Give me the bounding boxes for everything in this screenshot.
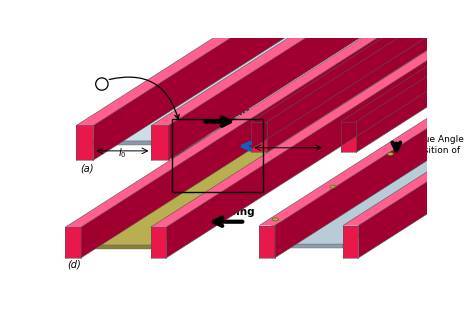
Bar (172, 119, 263, 192)
Polygon shape (358, 0, 474, 258)
Text: $l_0$: $l_0$ (118, 146, 127, 160)
Polygon shape (169, 0, 474, 160)
Text: $l_0(1+\varepsilon)$: $l_0(1+\varepsilon)$ (280, 144, 319, 158)
Ellipse shape (330, 185, 336, 188)
Polygon shape (445, 121, 455, 146)
Text: Clamp: Clamp (0, 313, 1, 314)
Polygon shape (93, 0, 474, 141)
Polygon shape (251, 0, 474, 122)
Polygon shape (443, 120, 449, 146)
Text: (a): (a) (80, 164, 94, 174)
Polygon shape (151, 0, 474, 227)
Polygon shape (93, 141, 152, 145)
Text: PDMS: PDMS (0, 313, 1, 314)
Polygon shape (341, 0, 474, 122)
Polygon shape (166, 0, 474, 258)
Polygon shape (152, 126, 169, 160)
Text: Oblique Angle
Deposition of
silver: Oblique Angle Deposition of silver (400, 135, 464, 165)
Polygon shape (343, 225, 358, 258)
Ellipse shape (445, 120, 451, 123)
Text: Silver Nanorods: Silver Nanorods (0, 313, 1, 314)
Polygon shape (356, 0, 474, 152)
Polygon shape (151, 0, 474, 249)
Polygon shape (81, 245, 151, 249)
Polygon shape (328, 185, 334, 211)
Polygon shape (275, 244, 343, 248)
Polygon shape (343, 0, 474, 248)
Polygon shape (65, 0, 474, 227)
Polygon shape (259, 0, 474, 225)
Ellipse shape (272, 218, 279, 221)
Polygon shape (251, 129, 325, 138)
Polygon shape (273, 219, 282, 244)
Polygon shape (152, 0, 474, 126)
Polygon shape (251, 122, 267, 152)
FancyArrowPatch shape (109, 77, 179, 119)
Polygon shape (93, 0, 474, 160)
Polygon shape (341, 122, 356, 152)
Polygon shape (76, 126, 93, 160)
Polygon shape (385, 152, 392, 179)
Polygon shape (275, 0, 474, 244)
Polygon shape (275, 0, 474, 258)
Polygon shape (330, 187, 339, 211)
Polygon shape (81, 0, 474, 245)
Polygon shape (251, 0, 474, 135)
Polygon shape (343, 0, 474, 225)
Text: Releasing: Releasing (197, 207, 255, 217)
Text: (d): (d) (67, 259, 81, 269)
Polygon shape (388, 154, 397, 179)
Text: Stretching: Stretching (189, 107, 251, 117)
Polygon shape (259, 225, 275, 258)
Polygon shape (76, 0, 474, 126)
Polygon shape (267, 0, 474, 152)
Polygon shape (152, 0, 474, 145)
Polygon shape (151, 227, 166, 258)
Polygon shape (270, 218, 276, 244)
Polygon shape (81, 0, 474, 258)
Polygon shape (65, 227, 81, 258)
Ellipse shape (387, 152, 393, 155)
